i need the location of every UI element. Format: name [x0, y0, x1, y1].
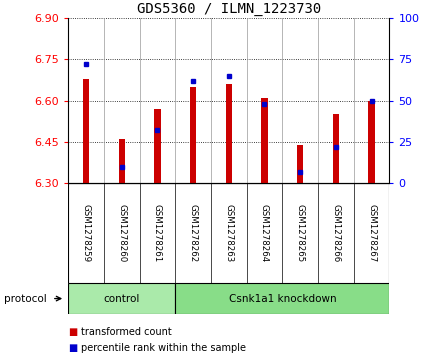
Bar — [190, 87, 196, 183]
Text: percentile rank within the sample: percentile rank within the sample — [81, 343, 246, 353]
Text: ■: ■ — [68, 343, 77, 353]
Text: GSM1278262: GSM1278262 — [189, 204, 198, 262]
Bar — [175, 283, 389, 314]
Text: ■: ■ — [68, 327, 77, 337]
Text: Csnk1a1 knockdown: Csnk1a1 knockdown — [228, 294, 336, 303]
Bar — [226, 84, 232, 183]
Bar — [297, 145, 304, 183]
Bar — [83, 79, 89, 183]
Text: GSM1278259: GSM1278259 — [81, 204, 91, 262]
Text: GSM1278265: GSM1278265 — [296, 204, 304, 262]
Bar — [154, 109, 161, 183]
Text: GSM1278263: GSM1278263 — [224, 204, 233, 262]
Text: GSM1278267: GSM1278267 — [367, 204, 376, 262]
Bar — [368, 101, 375, 183]
Title: GDS5360 / ILMN_1223730: GDS5360 / ILMN_1223730 — [137, 2, 321, 16]
Bar — [118, 139, 125, 183]
Text: control: control — [103, 294, 140, 303]
Text: GSM1278261: GSM1278261 — [153, 204, 162, 262]
Text: GSM1278266: GSM1278266 — [331, 204, 341, 262]
Bar — [333, 114, 339, 183]
Text: protocol: protocol — [4, 294, 47, 303]
Bar — [261, 98, 268, 183]
Bar — [68, 283, 175, 314]
Text: GSM1278264: GSM1278264 — [260, 204, 269, 262]
Text: transformed count: transformed count — [81, 327, 172, 337]
Text: GSM1278260: GSM1278260 — [117, 204, 126, 262]
